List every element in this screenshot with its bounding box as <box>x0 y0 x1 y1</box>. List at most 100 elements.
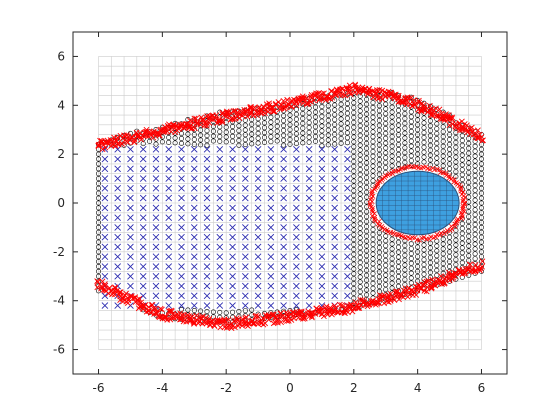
o-marker <box>242 137 248 143</box>
o-marker <box>376 113 382 119</box>
o-marker <box>344 120 350 126</box>
interior-x-marker <box>114 204 121 212</box>
o-marker <box>338 131 344 137</box>
interior-x-marker <box>254 155 262 163</box>
boundary-x-marker <box>301 315 308 322</box>
o-marker <box>121 142 127 148</box>
interior-x-marker <box>152 292 160 300</box>
o-marker <box>408 153 414 159</box>
interior-x-marker <box>178 175 185 182</box>
o-marker <box>281 308 287 314</box>
o-marker <box>236 128 242 134</box>
interior-x-marker <box>165 243 173 251</box>
o-marker <box>293 126 299 132</box>
o-marker <box>364 155 370 161</box>
boundary-x-marker <box>211 323 218 329</box>
o-marker <box>281 123 287 129</box>
o-marker <box>427 128 433 134</box>
o-marker <box>357 142 363 148</box>
o-marker <box>472 217 478 223</box>
interior-x-marker <box>178 233 185 241</box>
boundary-x-marker <box>114 134 121 141</box>
o-marker <box>376 259 382 265</box>
o-marker <box>453 139 459 145</box>
boundary-x-marker <box>150 305 157 312</box>
o-marker <box>415 259 421 265</box>
o-marker <box>427 245 433 251</box>
o-marker <box>434 131 440 137</box>
o-marker <box>338 116 344 122</box>
o-marker <box>268 134 274 140</box>
o-marker <box>191 307 197 313</box>
boundary-x-marker <box>288 103 295 110</box>
o-marker <box>370 261 376 267</box>
o-marker <box>427 123 433 129</box>
o-marker <box>421 130 427 136</box>
o-marker <box>459 225 465 231</box>
interior-x-marker <box>127 253 134 261</box>
boundary-x-marker <box>331 302 338 309</box>
interior-x-marker <box>331 233 338 241</box>
o-marker <box>351 139 357 145</box>
o-marker <box>364 175 370 181</box>
o-marker <box>319 123 325 129</box>
interior-x-marker <box>101 145 109 153</box>
o-marker <box>395 142 401 148</box>
boundary-x-marker <box>374 300 381 307</box>
o-marker <box>466 175 472 181</box>
interior-x-marker <box>101 272 109 280</box>
interior-x-marker <box>203 302 211 309</box>
o-marker <box>402 155 408 161</box>
boundary-x-marker <box>446 122 453 129</box>
interior-x-marker <box>114 302 121 309</box>
o-marker <box>421 120 427 126</box>
boundary-x-marker <box>451 270 458 277</box>
interior-x-marker <box>229 204 236 212</box>
o-marker <box>472 222 478 228</box>
o-marker <box>357 240 363 246</box>
boundary-x-marker <box>391 91 398 98</box>
circle-ring-marker <box>458 186 464 192</box>
o-marker <box>332 107 338 113</box>
circle-ring-marker <box>458 188 464 194</box>
o-marker <box>370 100 376 106</box>
interior-x-marker <box>305 282 313 290</box>
o-marker <box>478 190 484 196</box>
o-marker <box>402 277 408 283</box>
interior-x-marker <box>254 194 262 202</box>
interior-x-marker <box>254 243 262 251</box>
o-marker <box>427 269 433 275</box>
boundary-x-marker <box>203 320 210 327</box>
interior-x-marker <box>101 155 109 163</box>
interior-x-marker <box>242 194 249 202</box>
o-marker <box>96 268 102 274</box>
o-marker <box>402 252 408 258</box>
boundary-x-marker <box>308 99 314 105</box>
boundary-x-marker <box>472 268 479 275</box>
boundary-x-marker <box>464 126 471 133</box>
interior-x-marker <box>101 204 109 212</box>
interior-x-marker <box>190 224 198 231</box>
o-marker <box>370 227 376 233</box>
o-marker <box>408 124 414 130</box>
o-marker <box>453 164 459 170</box>
boundary-x-marker <box>476 265 483 272</box>
interior-x-marker <box>331 272 338 280</box>
o-marker <box>472 246 478 252</box>
o-marker <box>408 138 414 144</box>
o-marker <box>261 139 267 145</box>
o-marker <box>472 168 478 174</box>
boundary-x-marker <box>415 97 422 104</box>
o-marker <box>96 273 102 279</box>
o-marker <box>478 185 484 191</box>
interior-x-marker <box>190 185 198 192</box>
o-marker <box>415 263 421 269</box>
boundary-x-marker <box>142 301 149 308</box>
o-marker <box>376 161 382 167</box>
boundary-x-marker <box>216 317 223 324</box>
boundary-x-marker <box>229 323 236 330</box>
o-marker <box>319 113 325 119</box>
interior-x-marker <box>178 292 185 300</box>
o-marker <box>191 132 197 138</box>
